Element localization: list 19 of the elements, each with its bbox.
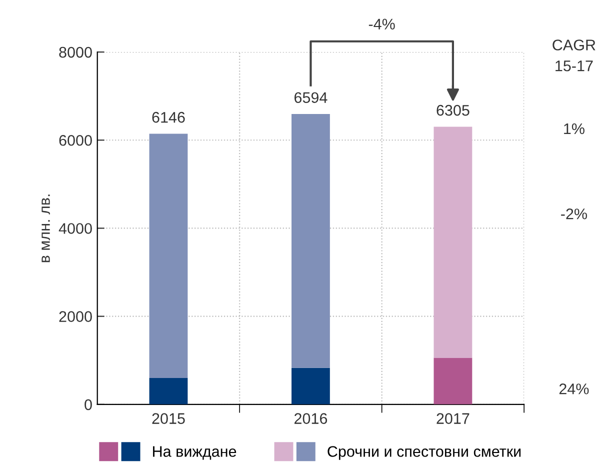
y-tick-label: 6000 bbox=[59, 134, 92, 146]
legend-label: Срочни и спестовни сметки bbox=[328, 446, 521, 460]
text: -4% bbox=[368, 18, 395, 30]
text: 24% bbox=[559, 384, 589, 394]
y-tick-label: 0 bbox=[84, 399, 92, 410]
total-label: 6594 bbox=[294, 92, 328, 104]
legend-label: На виждане bbox=[153, 446, 236, 460]
text: CAGR 15-17 bbox=[552, 40, 596, 72]
x-tick-label: 2016 bbox=[294, 413, 328, 424]
y-axis-title: в млн. лв. bbox=[42, 194, 50, 262]
y-tick-label: 8000 bbox=[59, 46, 92, 58]
x-tick-label: 2015 bbox=[152, 413, 185, 424]
total-label: 6305 bbox=[436, 104, 470, 116]
y-tick-label: 2000 bbox=[59, 311, 92, 322]
x-tick-label: 2017 bbox=[436, 413, 470, 424]
total-label: 6146 bbox=[152, 112, 185, 123]
y-tick-label: 4000 bbox=[58, 223, 92, 234]
text: 1% bbox=[564, 123, 584, 134]
text: -2% bbox=[561, 208, 587, 220]
